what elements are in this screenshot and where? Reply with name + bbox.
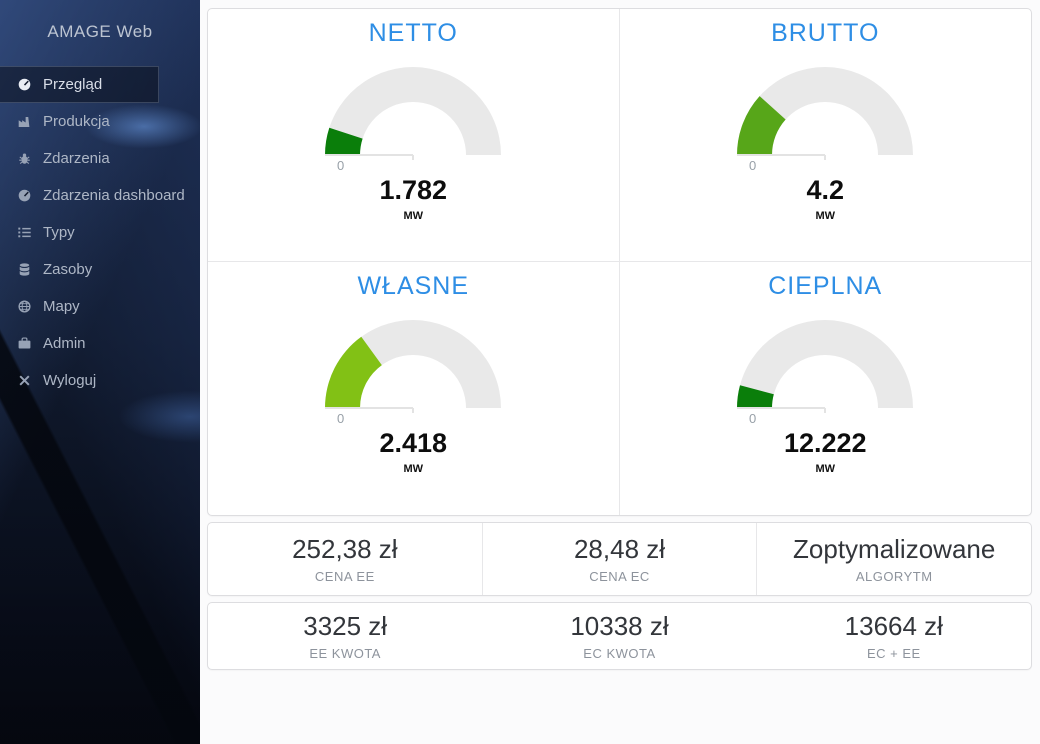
gauge-card-brutto: BRUTTO 0 4.2 MW <box>619 9 1031 262</box>
list-icon <box>17 225 32 240</box>
gauge-panel: NETTO 0 1.782 MW BRUTTO 0 4.2 MW <box>207 8 1032 516</box>
stat-label: EC + EE <box>866 646 921 661</box>
gauge-chart: 0 <box>325 320 502 426</box>
gauge-card-cieplna: CIEPLNA 0 12.222 MW <box>620 262 1032 515</box>
stat-value: 28,48 zł <box>573 534 666 564</box>
stat-label: CENA EE <box>314 569 375 584</box>
sidebar-item-label: Produkcja <box>43 113 110 130</box>
stat-label: EC KWOTA <box>583 646 656 661</box>
globe-icon <box>17 299 32 314</box>
gauge-min-label: 0 <box>337 158 344 173</box>
stat-value: Zoptymalizowane <box>793 534 996 564</box>
sidebar-item-label: Zasoby <box>43 261 93 278</box>
gauge-value: 12.222 <box>783 428 867 458</box>
sidebar-item-zasoby[interactable]: Zasoby <box>0 251 200 288</box>
gauge-track <box>737 320 914 408</box>
stat-value: 252,38 zł <box>292 534 398 564</box>
stats-row-prices: 252,38 zł CENA EE 28,48 zł CENA EC Zopty… <box>207 522 1032 596</box>
gauge-chart: 0 <box>325 67 502 173</box>
gauge-icon <box>17 188 32 203</box>
sidebar-item-label: Admin <box>43 335 86 352</box>
stat-algorytm: Zoptymalizowane ALGORYTM <box>756 523 1031 595</box>
sidebar-item-przeglad[interactable]: Przegląd <box>0 66 159 103</box>
sidebar-item-label: Typy <box>43 224 75 241</box>
stat-cena-ee: 252,38 zł CENA EE <box>208 523 482 595</box>
app-title: AMAGE Web <box>47 22 153 41</box>
sidebar-item-produkcja[interactable]: Produkcja <box>0 103 200 140</box>
gauge-card-netto: NETTO 0 1.782 MW <box>208 9 620 262</box>
sidebar-item-mapy[interactable]: Mapy <box>0 288 200 325</box>
sidebar-item-zdarzenia[interactable]: Zdarzenia <box>0 140 200 177</box>
gauge-track <box>737 67 914 155</box>
gauge-chart: 0 <box>737 320 914 426</box>
gauge-min-label: 0 <box>749 411 756 426</box>
stat-label: EE KWOTA <box>309 646 381 661</box>
gauge-title: BRUTTO <box>771 19 880 47</box>
sidebar-item-label: Zdarzenia dashboard <box>43 187 185 204</box>
sidebar-item-label: Zdarzenia <box>43 150 110 167</box>
main-content: NETTO 0 1.782 MW BRUTTO 0 4.2 MW <box>200 0 1040 744</box>
stat-ee-kwota: 3325 zł EE KWOTA <box>208 603 482 669</box>
gauge-value: 4.2 <box>806 175 845 205</box>
gauge-track <box>325 67 502 155</box>
industry-icon <box>17 114 32 129</box>
gauge-value: 1.782 <box>379 175 448 205</box>
sidebar-item-label: Przegląd <box>43 76 103 93</box>
gauge-card-wlasne: WŁASNE 0 2.418 MW <box>208 262 620 515</box>
gauge-unit: MW <box>403 463 424 475</box>
logout-x-icon <box>17 373 32 388</box>
gauge-unit: MW <box>403 210 424 222</box>
gauge-fill <box>737 96 786 155</box>
stat-label: CENA EC <box>589 569 650 584</box>
gauge-title: NETTO <box>368 19 458 47</box>
gauge-value: 2.418 <box>379 428 448 458</box>
gauge-fill <box>737 385 775 408</box>
stat-value: 10338 zł <box>570 611 669 641</box>
sidebar-nav: Przegląd Produkcja Zdarzenia Zdarzenia d… <box>0 66 200 399</box>
gauge-track <box>325 320 502 408</box>
gauge-fill <box>325 336 383 408</box>
briefcase-icon <box>17 336 32 351</box>
gauge-fill <box>325 127 363 155</box>
stat-label: ALGORYTM <box>855 569 933 584</box>
sidebar-item-zdarzenia-dashboard[interactable]: Zdarzenia dashboard <box>0 177 200 214</box>
stats-row-amounts: 3325 zł EE KWOTA 10338 zł EC KWOTA 13664… <box>207 602 1032 670</box>
gauge-title: CIEPLNA <box>768 272 883 300</box>
sidebar-item-admin[interactable]: Admin <box>0 325 200 362</box>
sidebar-item-typy[interactable]: Typy <box>0 214 200 251</box>
stat-ec-kwota: 10338 zł EC KWOTA <box>482 603 756 669</box>
sidebar-item-label: Mapy <box>43 298 80 315</box>
stat-value: 3325 zł <box>303 611 388 641</box>
stat-value: 13664 zł <box>844 611 943 641</box>
bug-icon <box>17 151 32 166</box>
database-icon <box>17 262 32 277</box>
stat-ec-plus-ee: 13664 zł EC + EE <box>757 603 1031 669</box>
gauge-unit: MW <box>815 463 836 475</box>
gauge-icon <box>17 77 32 92</box>
stat-cena-ec: 28,48 zł CENA EC <box>481 523 757 595</box>
sidebar-item-wyloguj[interactable]: Wyloguj <box>0 362 200 399</box>
gauge-chart: 0 <box>737 67 914 173</box>
gauge-min-label: 0 <box>337 411 344 426</box>
gauge-unit: MW <box>815 210 836 222</box>
sidebar-item-label: Wyloguj <box>43 372 97 389</box>
gauge-title: WŁASNE <box>357 272 470 300</box>
sidebar: AMAGE Web Przegląd Produkcja Zdarzenia Z… <box>0 0 200 744</box>
gauge-min-label: 0 <box>749 158 756 173</box>
